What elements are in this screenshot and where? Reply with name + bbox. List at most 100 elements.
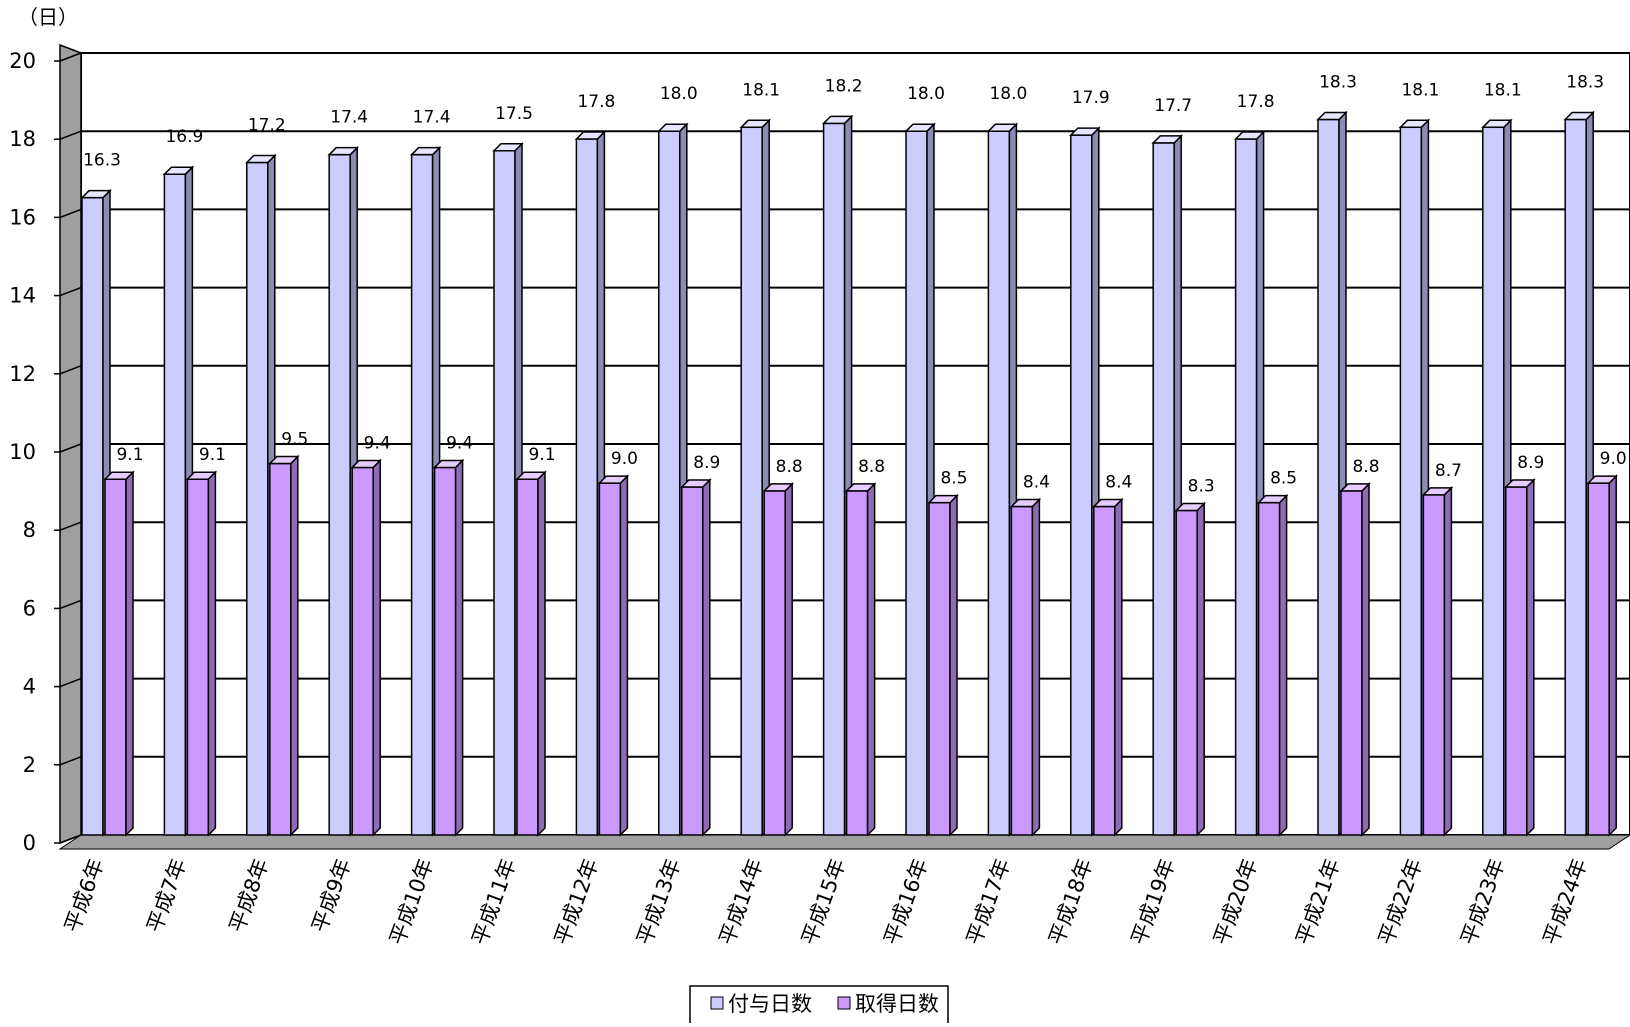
bar-series-b (186, 478, 210, 836)
data-label-series-b: 8.9 (1517, 453, 1544, 473)
bar-series-a (1317, 118, 1340, 836)
bar-side-series-b (207, 470, 217, 837)
bar-top-series-b (1174, 502, 1207, 512)
bar-top-series-a (1151, 135, 1184, 144)
x-tick-label: 平成17年 (962, 856, 1015, 949)
x-tick-label: 平成10年 (385, 856, 438, 949)
data-label-series-a: 18.1 (1484, 80, 1522, 100)
bar-series-b (351, 466, 374, 836)
data-label-series-b: 9.1 (528, 445, 555, 465)
data-label-series-b: 8.4 (1105, 473, 1132, 493)
y-tick-label: 20 (9, 49, 36, 73)
data-label-series-b: 8.8 (776, 457, 803, 477)
data-label-series-a: 16.9 (165, 127, 203, 147)
y-tick-label: 16 (9, 205, 36, 229)
data-label-series-b: 8.3 (1188, 476, 1215, 496)
y-tick-label: 10 (9, 440, 36, 464)
bar-side-series-b (784, 482, 793, 837)
bar-series-b (1505, 486, 1528, 836)
data-label-series-a: 18.0 (989, 84, 1027, 104)
x-tick-label: 平成14年 (715, 856, 768, 949)
bar-series-a (493, 150, 516, 836)
data-label-series-a: 17.8 (1237, 92, 1275, 112)
bar-top-series-b (185, 471, 218, 480)
bar-series-a (163, 173, 187, 836)
bar-top-series-a (656, 123, 689, 132)
data-label-series-a: 18.2 (825, 76, 863, 96)
data-label-series-b: 8.7 (1435, 461, 1462, 481)
bar-series-a (1152, 142, 1175, 836)
x-tick-label: 平成20年 (1209, 856, 1262, 949)
gridline-side (59, 365, 82, 375)
y-tick-label: 14 (9, 284, 36, 308)
bar-top-series-a (492, 143, 524, 152)
x-tick-label: 平成23年 (1456, 856, 1509, 949)
x-tick-label: 平成7年 (142, 856, 191, 936)
x-tick-label: 平成16年 (879, 856, 932, 949)
bar-series-a (1564, 118, 1587, 836)
bar-series-b (1010, 505, 1034, 836)
bar-series-a (658, 130, 681, 836)
y-tick-label: 2 (23, 753, 36, 777)
data-label-series-b: 9.4 (364, 433, 391, 453)
bar-top-series-b (350, 459, 383, 469)
bar-top-series-b (1586, 475, 1619, 484)
x-tick-label: 平成22年 (1374, 856, 1427, 949)
bar-top-series-b (1503, 479, 1536, 488)
bar-series-b (433, 466, 457, 836)
bar-side-series-b (372, 458, 381, 837)
gridline-side (59, 834, 82, 844)
gridline-side (59, 677, 82, 688)
data-label-series-b: 9.1 (116, 445, 143, 465)
bar-side-series-b (1443, 486, 1453, 837)
y-tick-label: 8 (23, 518, 36, 542)
x-tick-label: 平成13年 (632, 856, 685, 949)
gridline-side (59, 756, 82, 766)
bar-top-series-a (244, 154, 277, 164)
bar-series-b (681, 486, 704, 836)
gridline-side (59, 443, 82, 453)
bar-top-series-a (574, 131, 607, 140)
legend-label-series-b: 取得日数 (855, 992, 939, 1016)
data-label-series-a: 17.4 (330, 108, 368, 128)
bar-top-series-a (80, 189, 112, 199)
legend-swatch-series-b (837, 996, 851, 1010)
bar-side-series-b (290, 454, 299, 837)
bar-top-series-b (927, 494, 959, 504)
data-label-series-a: 16.3 (83, 151, 121, 171)
bar-top-series-a (1563, 111, 1596, 121)
legend-box (689, 985, 949, 1027)
x-tick-label: 平成12年 (550, 856, 603, 949)
gridline-side (59, 521, 82, 531)
bar-series-b (845, 490, 869, 836)
data-label-series-b: 8.4 (1023, 473, 1050, 493)
data-label-series-a: 18.1 (1401, 80, 1439, 100)
bar-top-series-b (597, 475, 630, 484)
legend-label-series-a: 付与日数 (728, 992, 812, 1016)
side-wall (59, 43, 82, 845)
data-label-series-a: 18.3 (1319, 72, 1357, 92)
y-axis: （日） 0 2 4 6 8 10 12 14 16 18 20 (9, 5, 78, 855)
x-axis: 平成6年 平成7年 平成8年 平成9年 平成10年 平成11年 平成12年 平成13年 平成14… (60, 856, 1592, 949)
data-label-series-b: 8.5 (1270, 469, 1297, 489)
legend-swatch-series-a (710, 996, 724, 1010)
gridline-side (59, 208, 82, 219)
bar-top-series-a (986, 123, 1019, 132)
y-tick-label: 0 (23, 831, 36, 855)
x-tick-label: 平成21年 (1291, 856, 1344, 949)
data-label-series-a: 18.0 (907, 84, 945, 104)
bar-series-a (1070, 134, 1093, 836)
x-tick-label: 平成24年 (1539, 856, 1592, 949)
y-tick-label: 6 (23, 596, 36, 620)
y-tick-label: 18 (9, 127, 36, 151)
bar-top-series-b (844, 483, 877, 492)
bar-series-a (740, 126, 763, 836)
bar-series-a (1399, 126, 1423, 836)
data-label-series-b: 8.9 (693, 453, 720, 473)
bar-series-b (1175, 509, 1198, 836)
x-tick-label: 平成19年 (1127, 856, 1180, 949)
bar-side-series-b (537, 470, 546, 837)
data-label-series-b: 9.0 (611, 449, 638, 469)
bar-series-a (575, 138, 599, 836)
